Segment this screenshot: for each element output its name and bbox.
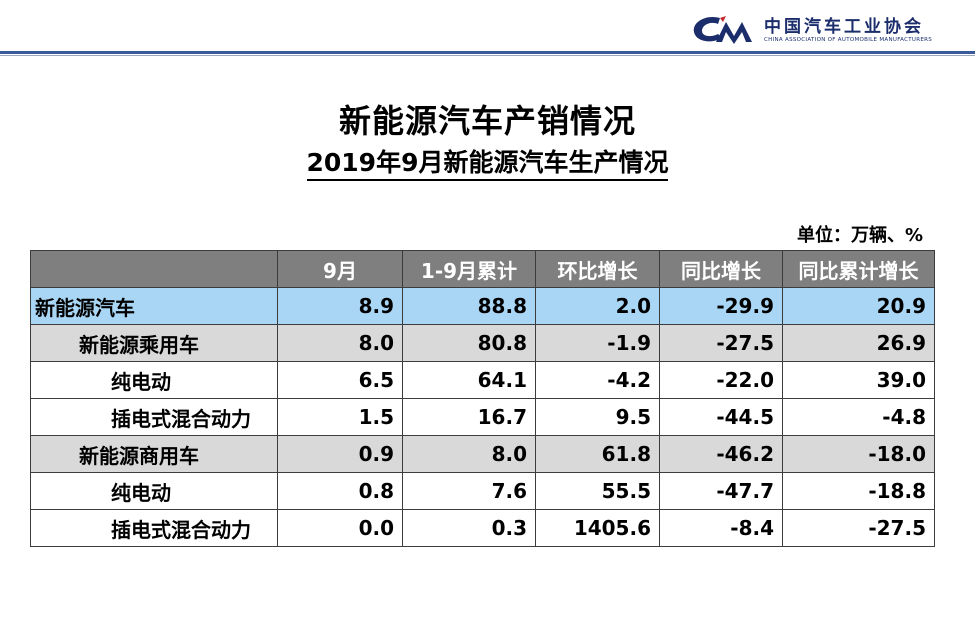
table-cell: 0.8 [277,472,403,510]
table-row: 纯电动 6.5 64.1 -4.2 -22.0 39.0 [30,361,935,399]
table-cell: 0.3 [402,509,536,547]
table-cell: -4.2 [535,361,660,399]
row-label: 纯电动 [30,361,278,399]
column-header [30,250,278,288]
table-cell: 8.9 [277,287,403,325]
table-row: 插电式混合动力 1.5 16.7 9.5 -44.5 -4.8 [30,398,935,436]
table-cell: -29.9 [659,287,783,325]
caam-logo-icon [693,16,752,44]
column-header: 1-9月累计 [402,250,536,288]
row-label: 新能源商用车 [30,435,278,473]
table-cell: 39.0 [782,361,935,399]
header-rule-thin [0,55,975,56]
production-table: 9月 1-9月累计 环比增长 同比增长 同比累计增长 新能源汽车 8.9 88.… [30,250,935,547]
table-cell: -46.2 [659,435,783,473]
subtitle-wrap: 2019年9月新能源汽车生产情况 [0,148,975,181]
table-cell: 7.6 [402,472,536,510]
table-cell: -47.7 [659,472,783,510]
table-cell: 6.5 [277,361,403,399]
table-cell: 1405.6 [535,509,660,547]
table-cell: 9.5 [535,398,660,436]
table-cell: -4.8 [782,398,935,436]
row-label: 新能源乘用车 [30,324,278,362]
header-rule [0,51,975,54]
unit-label: 单位：万辆、% [796,225,923,246]
org-name-en: CHINA ASSOCIATION OF AUTOMOBILE MANUFACT… [764,37,933,43]
header: 中国汽车工业协会 CHINA ASSOCIATION OF AUTOMOBILE… [0,0,975,60]
column-header: 同比增长 [659,250,783,288]
row-label: 插电式混合动力 [30,509,278,547]
table-cell: 88.8 [402,287,536,325]
org-name-cn: 中国汽车工业协会 [764,17,924,37]
column-header: 9月 [277,250,403,288]
table-row: 新能源汽车 8.9 88.8 2.0 -29.9 20.9 [30,287,935,325]
table-cell: -8.4 [659,509,783,547]
table-cell: -18.0 [782,435,935,473]
table-cell: 1.5 [277,398,403,436]
page-title: 新能源汽车产销情况 [338,102,636,140]
table-cell: 20.9 [782,287,935,325]
row-label: 纯电动 [30,472,278,510]
table-cell: 16.7 [402,398,536,436]
table-cell: -27.5 [782,509,935,547]
table-row: 新能源乘用车 8.0 80.8 -1.9 -27.5 26.9 [30,324,935,362]
table-row: 新能源商用车 0.9 8.0 61.8 -46.2 -18.0 [30,435,935,473]
row-label: 插电式混合动力 [30,398,278,436]
table-cell: 8.0 [277,324,403,362]
table-cell: 0.9 [277,435,403,473]
table-cell: -1.9 [535,324,660,362]
table-cell: 8.0 [402,435,536,473]
table-cell: 64.1 [402,361,536,399]
table-cell: -18.8 [782,472,935,510]
table-cell: 26.9 [782,324,935,362]
page-subtitle: 2019年9月新能源汽车生产情况 [306,148,669,181]
table-cell: 61.8 [535,435,660,473]
column-header: 环比增长 [535,250,660,288]
table-header-row: 9月 1-9月累计 环比增长 同比增长 同比累计增长 [30,250,935,288]
table-cell: 0.0 [277,509,403,547]
column-header: 同比累计增长 [782,250,935,288]
table-row: 纯电动 0.8 7.6 55.5 -47.7 -18.8 [30,472,935,510]
table-cell: 55.5 [535,472,660,510]
table-row: 插电式混合动力 0.0 0.3 1405.6 -8.4 -27.5 [30,509,935,547]
table-cell: -22.0 [659,361,783,399]
row-label: 新能源汽车 [30,287,278,325]
table-cell: -27.5 [659,324,783,362]
table-cell: 80.8 [402,324,536,362]
table-cell: -44.5 [659,398,783,436]
table-cell: 2.0 [535,287,660,325]
